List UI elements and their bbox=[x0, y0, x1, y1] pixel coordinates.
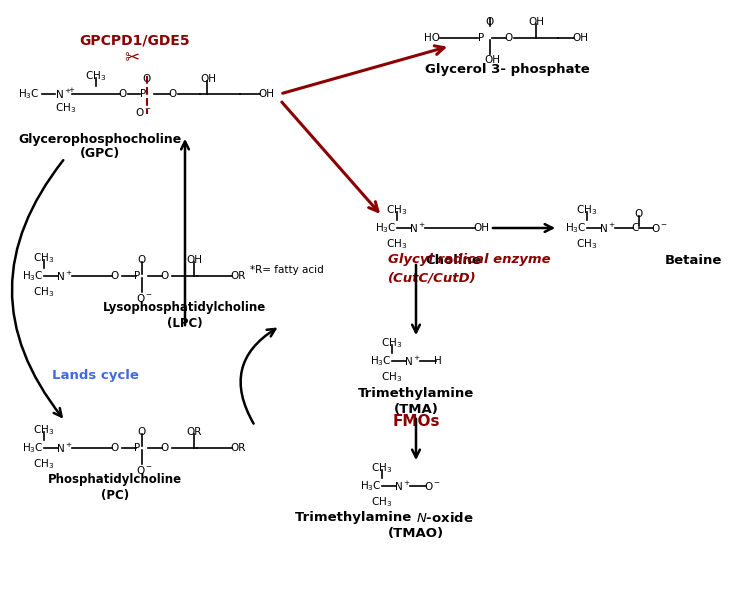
Text: CH$_3$: CH$_3$ bbox=[371, 461, 392, 475]
Text: (CutC/CutD): (CutC/CutD) bbox=[388, 272, 476, 285]
Text: (TMAO): (TMAO) bbox=[388, 527, 444, 540]
Text: H$_3$C: H$_3$C bbox=[18, 87, 40, 101]
Text: $\mathit{N}$-oxide: $\mathit{N}$-oxide bbox=[416, 511, 473, 525]
Text: OR: OR bbox=[186, 427, 201, 437]
Text: Trimethylamine: Trimethylamine bbox=[358, 386, 474, 400]
Text: P: P bbox=[140, 89, 146, 99]
Text: N$^+$: N$^+$ bbox=[409, 221, 426, 235]
Text: Glycyl radical enzyme: Glycyl radical enzyme bbox=[388, 254, 551, 267]
FancyArrowPatch shape bbox=[240, 329, 276, 424]
Text: N$^+$: N$^+$ bbox=[56, 442, 73, 455]
Text: CH$_3$: CH$_3$ bbox=[55, 101, 76, 115]
Text: (LPC): (LPC) bbox=[167, 317, 203, 331]
Text: OH: OH bbox=[186, 255, 202, 265]
Text: CH$_3$: CH$_3$ bbox=[387, 237, 408, 251]
Text: (GPC): (GPC) bbox=[80, 147, 120, 161]
Text: O: O bbox=[486, 17, 494, 27]
Text: (TMA): (TMA) bbox=[393, 402, 439, 416]
Text: CH$_3$: CH$_3$ bbox=[381, 336, 403, 350]
Text: CH$_3$: CH$_3$ bbox=[381, 370, 403, 384]
Text: OH: OH bbox=[473, 223, 489, 233]
Text: P: P bbox=[134, 271, 140, 281]
Text: HO: HO bbox=[424, 33, 440, 43]
Text: O$^-$: O$^-$ bbox=[651, 222, 668, 234]
Text: N$^+$: N$^+$ bbox=[404, 354, 420, 368]
Text: H$_3$C: H$_3$C bbox=[360, 479, 381, 493]
Text: O: O bbox=[504, 33, 512, 43]
Text: O: O bbox=[635, 209, 643, 219]
Text: O: O bbox=[110, 443, 118, 453]
Text: FMOs: FMOs bbox=[392, 413, 440, 429]
FancyArrowPatch shape bbox=[12, 160, 63, 416]
Text: O: O bbox=[118, 89, 126, 99]
Text: Lysophosphatidylcholine: Lysophosphatidylcholine bbox=[104, 301, 267, 315]
Text: Trimethylamine: Trimethylamine bbox=[295, 511, 416, 524]
Text: CH$_3$: CH$_3$ bbox=[85, 69, 107, 83]
Text: Phosphatidylcholine: Phosphatidylcholine bbox=[48, 474, 182, 487]
Text: N$^+$: N$^+$ bbox=[394, 479, 411, 493]
Text: OH: OH bbox=[528, 17, 544, 27]
Text: H$_3$C: H$_3$C bbox=[22, 269, 43, 283]
Text: O: O bbox=[110, 271, 118, 281]
Text: CH$_3$: CH$_3$ bbox=[33, 457, 54, 471]
Text: OH: OH bbox=[572, 33, 588, 43]
Text: OH: OH bbox=[258, 89, 274, 99]
Text: O: O bbox=[168, 89, 176, 99]
Text: P: P bbox=[478, 33, 484, 43]
Text: Glycerol 3- phosphate: Glycerol 3- phosphate bbox=[425, 63, 589, 76]
Text: O: O bbox=[160, 271, 168, 281]
Text: O$^-$: O$^-$ bbox=[136, 292, 153, 304]
Text: OH: OH bbox=[484, 55, 500, 65]
Text: Choline: Choline bbox=[425, 254, 481, 267]
Text: H$_3$C: H$_3$C bbox=[370, 354, 392, 368]
Text: CH$_3$: CH$_3$ bbox=[387, 203, 408, 217]
Text: H$_3$C: H$_3$C bbox=[375, 221, 397, 235]
Text: CH$_3$: CH$_3$ bbox=[576, 237, 598, 251]
Text: CH$_3$: CH$_3$ bbox=[576, 203, 598, 217]
Text: CH$_3$: CH$_3$ bbox=[33, 285, 54, 299]
Text: O: O bbox=[138, 255, 146, 265]
Text: N$^+$: N$^+$ bbox=[56, 269, 73, 283]
Text: C: C bbox=[631, 223, 639, 233]
Text: O$^-$: O$^-$ bbox=[135, 106, 151, 118]
Text: H$_3$C: H$_3$C bbox=[565, 221, 587, 235]
Text: O$^-$: O$^-$ bbox=[136, 464, 153, 476]
Text: CH$_3$: CH$_3$ bbox=[371, 495, 392, 509]
Text: ✂: ✂ bbox=[124, 49, 140, 67]
Text: (PC): (PC) bbox=[101, 490, 129, 503]
Text: +: + bbox=[68, 87, 74, 93]
Text: OH: OH bbox=[200, 74, 216, 84]
Text: O: O bbox=[143, 74, 151, 84]
Text: *R= fatty acid: *R= fatty acid bbox=[250, 265, 323, 275]
Text: CH$_3$: CH$_3$ bbox=[33, 423, 54, 437]
Text: H: H bbox=[434, 356, 442, 366]
Text: GPCPD1/GDE5: GPCPD1/GDE5 bbox=[79, 33, 190, 47]
Text: N$^+$: N$^+$ bbox=[599, 221, 616, 235]
Text: CH$_3$: CH$_3$ bbox=[33, 251, 54, 265]
Text: Glycerophosphocholine: Glycerophosphocholine bbox=[18, 134, 182, 147]
Text: O$^-$: O$^-$ bbox=[424, 480, 441, 492]
Text: O: O bbox=[160, 443, 168, 453]
Text: P: P bbox=[134, 443, 140, 453]
Text: Lands cycle: Lands cycle bbox=[51, 370, 138, 383]
Text: Betaine: Betaine bbox=[665, 254, 723, 267]
Text: N$^+$: N$^+$ bbox=[55, 87, 71, 100]
Text: OR: OR bbox=[230, 271, 245, 281]
Text: O: O bbox=[138, 427, 146, 437]
Text: H$_3$C: H$_3$C bbox=[22, 441, 43, 455]
Text: OR: OR bbox=[230, 443, 245, 453]
